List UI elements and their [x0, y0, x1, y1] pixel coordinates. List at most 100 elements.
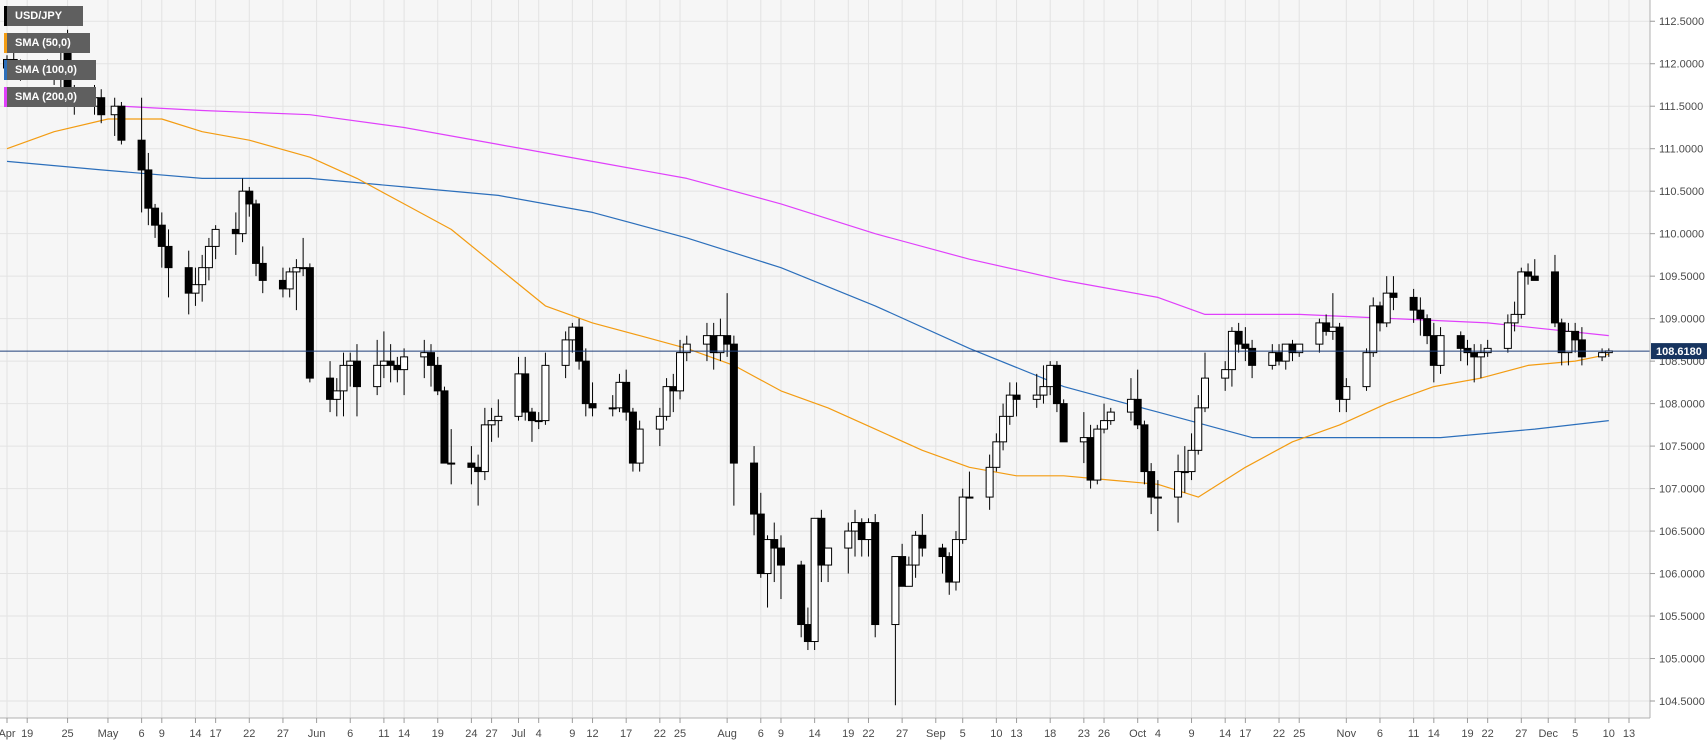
x-tick-label: 9: [569, 728, 575, 740]
y-tick-label: 105.5000: [1659, 611, 1705, 623]
candle: [184, 250, 193, 315]
y-tick-label: 112.5000: [1659, 16, 1704, 28]
candle-body: [1342, 386, 1351, 400]
candle-body: [245, 190, 254, 205]
x-tick-label: 11: [1408, 728, 1419, 740]
candle: [440, 386, 449, 464]
candle-body: [851, 522, 860, 532]
candle-body: [487, 420, 496, 426]
candle-body: [1059, 403, 1068, 443]
candle: [999, 403, 1008, 451]
x-tick-label: 13: [1010, 728, 1022, 740]
x-tick-label: 27: [896, 728, 908, 740]
candle-body: [938, 547, 947, 558]
candle-body: [332, 390, 341, 400]
x-tick-label: 17: [210, 728, 222, 740]
candle: [682, 335, 691, 362]
candle-body: [1174, 471, 1183, 498]
x-tick-label: 10: [990, 728, 1002, 740]
candle: [1234, 322, 1243, 353]
legend-label-sma50: SMA (50,0): [15, 37, 71, 49]
candle-body: [97, 97, 106, 116]
candle: [1248, 339, 1257, 379]
candle-body: [951, 539, 960, 583]
candle-body: [1483, 347, 1492, 354]
candle: [1550, 254, 1559, 328]
candle-body: [373, 364, 382, 388]
candle: [211, 225, 220, 260]
candle-body: [1227, 330, 1236, 371]
candle-body: [278, 279, 287, 290]
sma-lines: [6, 105, 1609, 498]
candle: [1187, 433, 1196, 481]
y-tick-label: 104.5000: [1659, 696, 1705, 708]
legend-sma200: SMA (200,0): [4, 87, 96, 107]
candle-body: [474, 466, 483, 473]
candle: [965, 471, 974, 499]
candle-body: [864, 522, 873, 541]
candle: [1059, 399, 1068, 443]
x-tick-label: 14: [809, 728, 821, 740]
candle: [1503, 314, 1512, 353]
candle: [1032, 373, 1041, 408]
candle-body: [756, 513, 765, 575]
candle: [622, 369, 631, 421]
candle: [1140, 420, 1149, 485]
candle-body: [1557, 322, 1566, 354]
candle-body: [1126, 398, 1135, 413]
candle-body: [992, 441, 1001, 468]
candle-body: [1328, 326, 1337, 332]
candle: [1133, 369, 1142, 430]
candle-body: [1315, 322, 1324, 345]
candle-body: [1268, 352, 1277, 366]
candle-body: [615, 381, 624, 409]
y-tick-label: 110.0000: [1659, 229, 1704, 241]
y-tick-label: 105.0000: [1659, 654, 1705, 666]
candle: [97, 89, 106, 124]
x-tick-label: 25: [674, 728, 686, 740]
candle: [770, 522, 779, 583]
current-price-badge: [1651, 343, 1707, 360]
candle-body: [965, 496, 974, 499]
candle-body: [1524, 271, 1533, 277]
candle-body: [1153, 496, 1162, 499]
candle: [386, 344, 395, 383]
candle: [1106, 407, 1115, 425]
y-tick-label: 109.5000: [1659, 271, 1705, 283]
candle-body: [1187, 449, 1196, 473]
candle: [494, 399, 503, 438]
candle: [1194, 395, 1203, 455]
candle: [797, 560, 806, 638]
x-tick-label: Dec: [1538, 728, 1558, 740]
x-tick-label: 22: [862, 728, 874, 740]
legend-swatch-sma200: [4, 87, 7, 107]
candle: [1577, 327, 1586, 366]
x-tick-label: 22: [1482, 728, 1494, 740]
x-axis-panel: [0, 718, 1650, 744]
x-tick-label: 22: [1273, 728, 1285, 740]
x-tick-label: 19: [432, 728, 444, 740]
candle-body: [770, 539, 779, 549]
candle: [1483, 339, 1492, 357]
candle-body: [1598, 352, 1607, 358]
candle-body: [339, 364, 348, 392]
y-tick-label: 110.5000: [1659, 186, 1704, 198]
candle: [198, 254, 207, 302]
legend-swatch-usdjpy: [4, 6, 7, 26]
x-tick-label: 27: [1515, 728, 1527, 740]
candle-body: [521, 373, 530, 413]
candle-body: [191, 284, 200, 294]
candle-body: [433, 364, 442, 392]
candle: [373, 339, 382, 396]
candle-body: [1375, 305, 1384, 324]
candle-body: [285, 271, 294, 290]
candle-body: [608, 407, 617, 410]
candle: [238, 178, 247, 243]
candle: [157, 212, 166, 268]
candle-body: [871, 522, 880, 626]
candle-body: [1389, 292, 1398, 298]
candle-body: [1510, 313, 1519, 324]
candle: [1598, 348, 1607, 362]
candle-body: [891, 556, 900, 626]
candle: [326, 361, 335, 413]
